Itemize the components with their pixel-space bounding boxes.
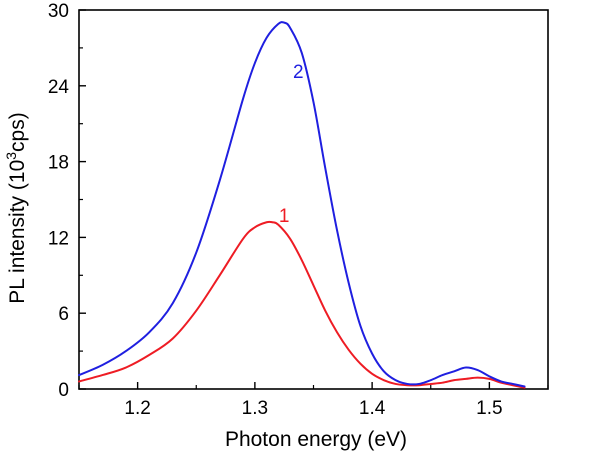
series-layer: [78, 21, 526, 389]
y-tick-label: 6: [58, 304, 69, 325]
y-tick-label: 18: [48, 153, 69, 174]
curve-label-1: 1: [279, 206, 290, 227]
y-axis-title: PL intensity (103cps): [3, 112, 29, 303]
x-axis-title: Photon energy (eV): [225, 428, 407, 451]
x-tick-label: 1.5: [476, 398, 502, 419]
x-axis-ticks: 1.2 1.3 1.4 1.5: [78, 382, 549, 419]
y-tick-label: 12: [48, 228, 69, 249]
y-tick-label: 30: [48, 1, 69, 22]
y-axis-title-superscript: 3: [3, 152, 19, 160]
y-axis-title-unit: cps): [6, 112, 29, 152]
series-line-2: [78, 21, 526, 388]
x-tick-label: 1.2: [124, 398, 150, 419]
x-tick-label: 1.3: [242, 398, 268, 419]
y-tick-label: 0: [58, 380, 69, 401]
curve-label-2: 2: [293, 62, 304, 83]
y-tick-label: 24: [48, 77, 70, 98]
y-axis-ticks: 0 6 12 18 24 30: [48, 1, 86, 401]
x-tick-label: 1.4: [359, 398, 386, 419]
annotation-layer: 12: [279, 62, 304, 227]
y-axis-title-main: PL intensity (10: [6, 160, 29, 304]
series-line-1: [78, 220, 526, 389]
